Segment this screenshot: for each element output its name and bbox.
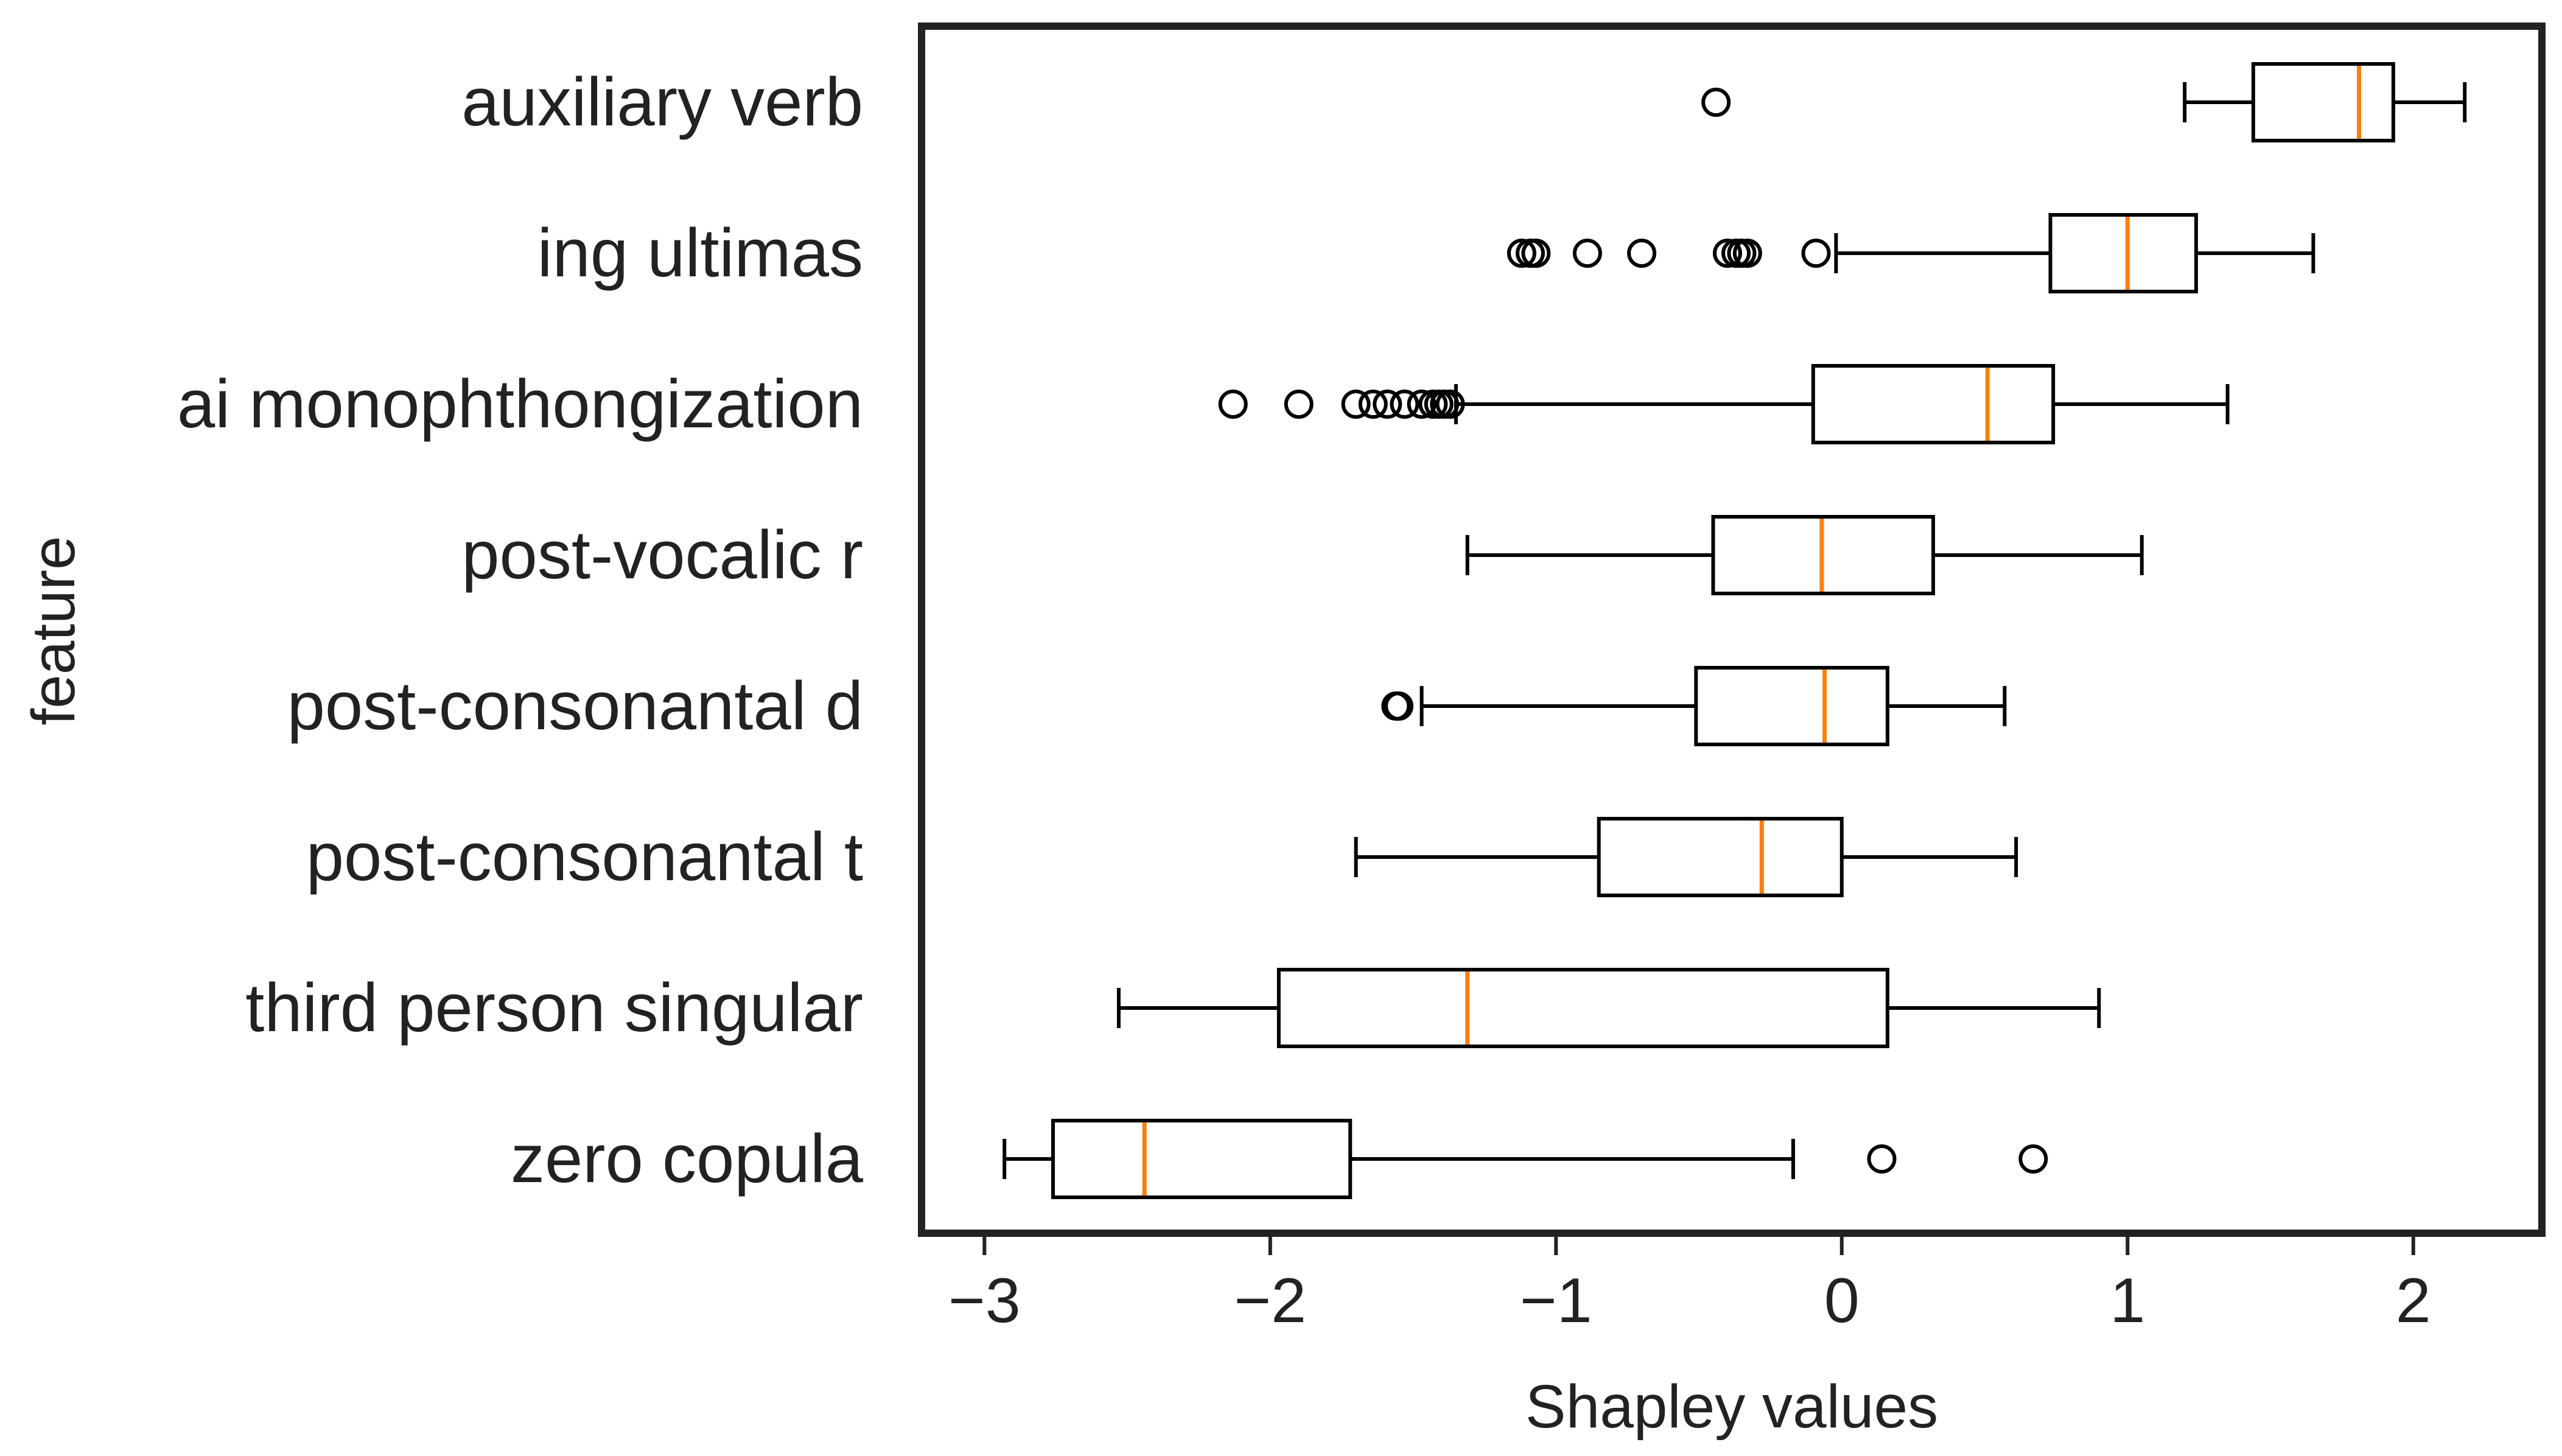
category-label: ai monophthongization <box>177 366 863 442</box>
x-tick-label: −3 <box>948 1265 1021 1336</box>
iqr-box <box>1051 1119 1353 1199</box>
outlier-point <box>1218 390 1248 419</box>
outlier-point <box>1284 390 1314 419</box>
iqr-box <box>1694 666 1889 746</box>
iqr-box <box>2251 62 2395 142</box>
box-group <box>1381 666 2007 746</box>
outlier-point <box>1507 239 1536 268</box>
y-axis-title: feature <box>19 536 88 725</box>
box-group <box>1003 1119 2048 1199</box>
plot-frame <box>918 23 2546 1237</box>
category-label: post-consonantal t <box>306 819 863 895</box>
y-axis-labels: auxiliary verb ing ultimas ai monophthongi… <box>177 64 864 1197</box>
outlier-point <box>1407 390 1437 419</box>
box-group <box>1116 968 2101 1048</box>
outlier-point <box>1732 239 1762 268</box>
x-axis-title: Shapley values <box>1525 1373 1938 1441</box>
box-group <box>1465 515 2144 595</box>
outlier-point <box>1801 239 1831 268</box>
outlier-point <box>1712 239 1742 268</box>
outlier-point <box>1373 390 1402 419</box>
category-label: post-consonantal d <box>287 668 863 744</box>
outlier-point <box>1341 390 1371 419</box>
x-axis-ticks: −3 −2 −1 0 1 2 <box>948 1237 2431 1336</box>
category-label: auxiliary verb <box>461 64 863 140</box>
iqr-box <box>1276 968 1889 1048</box>
box-group <box>1354 817 2018 897</box>
x-tick-label: −2 <box>1234 1265 1306 1336</box>
outlier-point <box>1358 390 1388 419</box>
category-label: third person singular <box>245 970 863 1046</box>
outlier-point <box>2018 1144 2048 1174</box>
outlier-point <box>1572 239 1602 268</box>
x-tick-label: −1 <box>1520 1265 1592 1336</box>
plot-content <box>1003 62 2467 1199</box>
outlier-point <box>1701 88 1731 117</box>
category-label: zero copula <box>511 1121 864 1197</box>
iqr-box <box>1597 817 1844 897</box>
x-tick-label: 0 <box>1824 1265 1860 1336</box>
x-tick-label: 2 <box>2396 1265 2431 1336</box>
outlier-point <box>1390 390 1419 419</box>
box-group <box>1507 213 2315 293</box>
outlier-point <box>1521 239 1551 268</box>
category-label: ing ultimas <box>537 215 863 291</box>
iqr-box <box>2048 213 2198 293</box>
iqr-box <box>1811 364 2056 444</box>
outlier-point <box>1867 1144 1897 1174</box>
outlier-point <box>1384 691 1414 721</box>
category-label: post-vocalic r <box>461 517 863 593</box>
x-tick-label: 1 <box>2110 1265 2145 1336</box>
outlier-point <box>1435 390 1465 419</box>
box-group <box>1701 62 2467 142</box>
outlier-point <box>1627 239 1657 268</box>
box-group <box>1218 364 2230 444</box>
